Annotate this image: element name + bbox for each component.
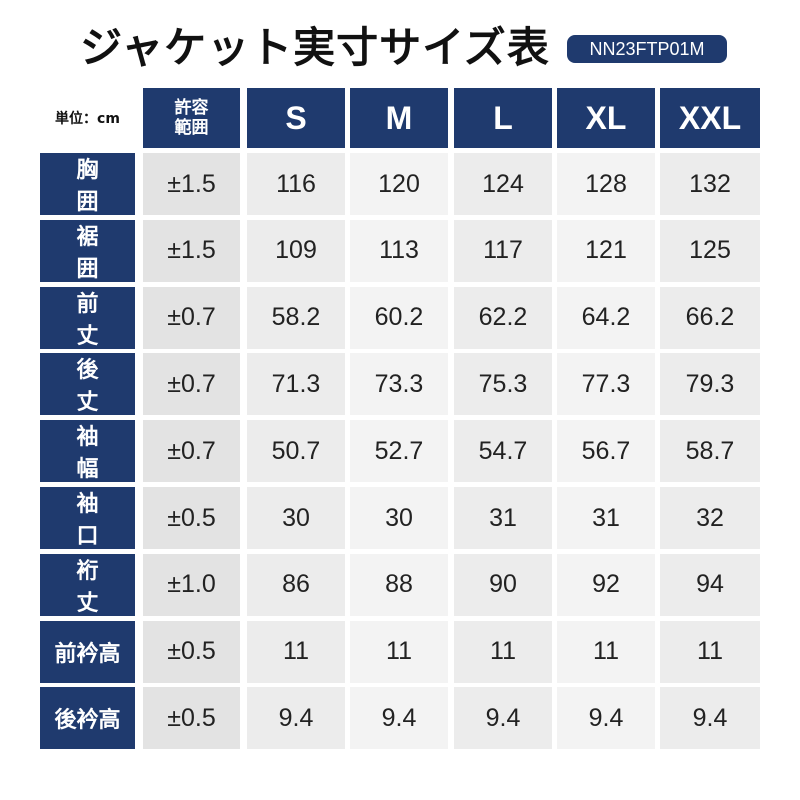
size-cell: 79.3: [660, 353, 760, 416]
row-label: 裾囲: [40, 219, 135, 282]
size-cell: 11: [660, 620, 760, 683]
size-cell: 11: [454, 620, 552, 683]
size-cell: 58.7: [660, 420, 760, 483]
size-cell: 121: [557, 219, 655, 282]
size-cell: 50.7: [247, 420, 345, 483]
size-header: XL: [557, 88, 655, 148]
size-cell: 52.7: [350, 420, 448, 483]
size-cell: 75.3: [454, 353, 552, 416]
size-cell: 9.4: [660, 687, 760, 750]
unit-label: 単位：cm: [55, 111, 120, 127]
size-cell: 128: [557, 153, 655, 215]
tolerance-cell: ±0.5: [143, 620, 240, 683]
size-cell: 9.4: [454, 687, 552, 750]
tolerance-cell: ±0.7: [143, 420, 240, 483]
size-cell: 109: [247, 219, 345, 282]
size-cell: 9.4: [557, 687, 655, 750]
row-label: 前衿高: [40, 620, 135, 683]
row-label: 前丈: [40, 286, 135, 349]
tolerance-cell: ±1.5: [143, 219, 240, 282]
size-cell: 30: [247, 487, 345, 549]
row-label: 胸囲: [40, 153, 135, 215]
size-cell: 11: [350, 620, 448, 683]
size-cell: 11: [247, 620, 345, 683]
product-code: NN23FTP01M: [567, 35, 727, 63]
size-header: L: [454, 88, 552, 148]
size-cell: 90: [454, 553, 552, 616]
row-label: 袖口: [40, 487, 135, 549]
size-cell: 117: [454, 219, 552, 282]
size-cell: 11: [557, 620, 655, 683]
tolerance-cell: ±1.0: [143, 553, 240, 616]
tolerance-cell: ±1.5: [143, 153, 240, 215]
size-cell: 66.2: [660, 286, 760, 349]
row-label: 裄丈: [40, 553, 135, 616]
row-label: 袖幅: [40, 420, 135, 483]
size-cell: 58.2: [247, 286, 345, 349]
size-cell: 116: [247, 153, 345, 215]
row-label: 後丈: [40, 353, 135, 416]
title: ジャケット実寸サイズ表: [80, 23, 550, 72]
size-header: M: [350, 88, 448, 148]
size-cell: 88: [350, 553, 448, 616]
size-cell: 132: [660, 153, 760, 215]
size-cell: 32: [660, 487, 760, 549]
size-cell: 9.4: [247, 687, 345, 750]
size-cell: 77.3: [557, 353, 655, 416]
size-cell: 73.3: [350, 353, 448, 416]
size-cell: 120: [350, 153, 448, 215]
size-cell: 31: [557, 487, 655, 549]
size-cell: 54.7: [454, 420, 552, 483]
size-cell: 124: [454, 153, 552, 215]
size-cell: 60.2: [350, 286, 448, 349]
tolerance-header: 許容範囲: [143, 88, 240, 148]
row-label: 後衿高: [40, 687, 135, 750]
size-header: S: [247, 88, 345, 148]
size-cell: 86: [247, 553, 345, 616]
tolerance-cell: ±0.7: [143, 286, 240, 349]
size-cell: 64.2: [557, 286, 655, 349]
size-cell: 94: [660, 553, 760, 616]
tolerance-cell: ±0.7: [143, 353, 240, 416]
size-cell: 56.7: [557, 420, 655, 483]
size-header: XXL: [660, 88, 760, 148]
tolerance-cell: ±0.5: [143, 487, 240, 549]
size-cell: 113: [350, 219, 448, 282]
size-cell: 31: [454, 487, 552, 549]
size-cell: 71.3: [247, 353, 345, 416]
size-cell: 30: [350, 487, 448, 549]
size-cell: 92: [557, 553, 655, 616]
size-cell: 125: [660, 219, 760, 282]
tolerance-cell: ±0.5: [143, 687, 240, 750]
size-cell: 9.4: [350, 687, 448, 750]
size-cell: 62.2: [454, 286, 552, 349]
